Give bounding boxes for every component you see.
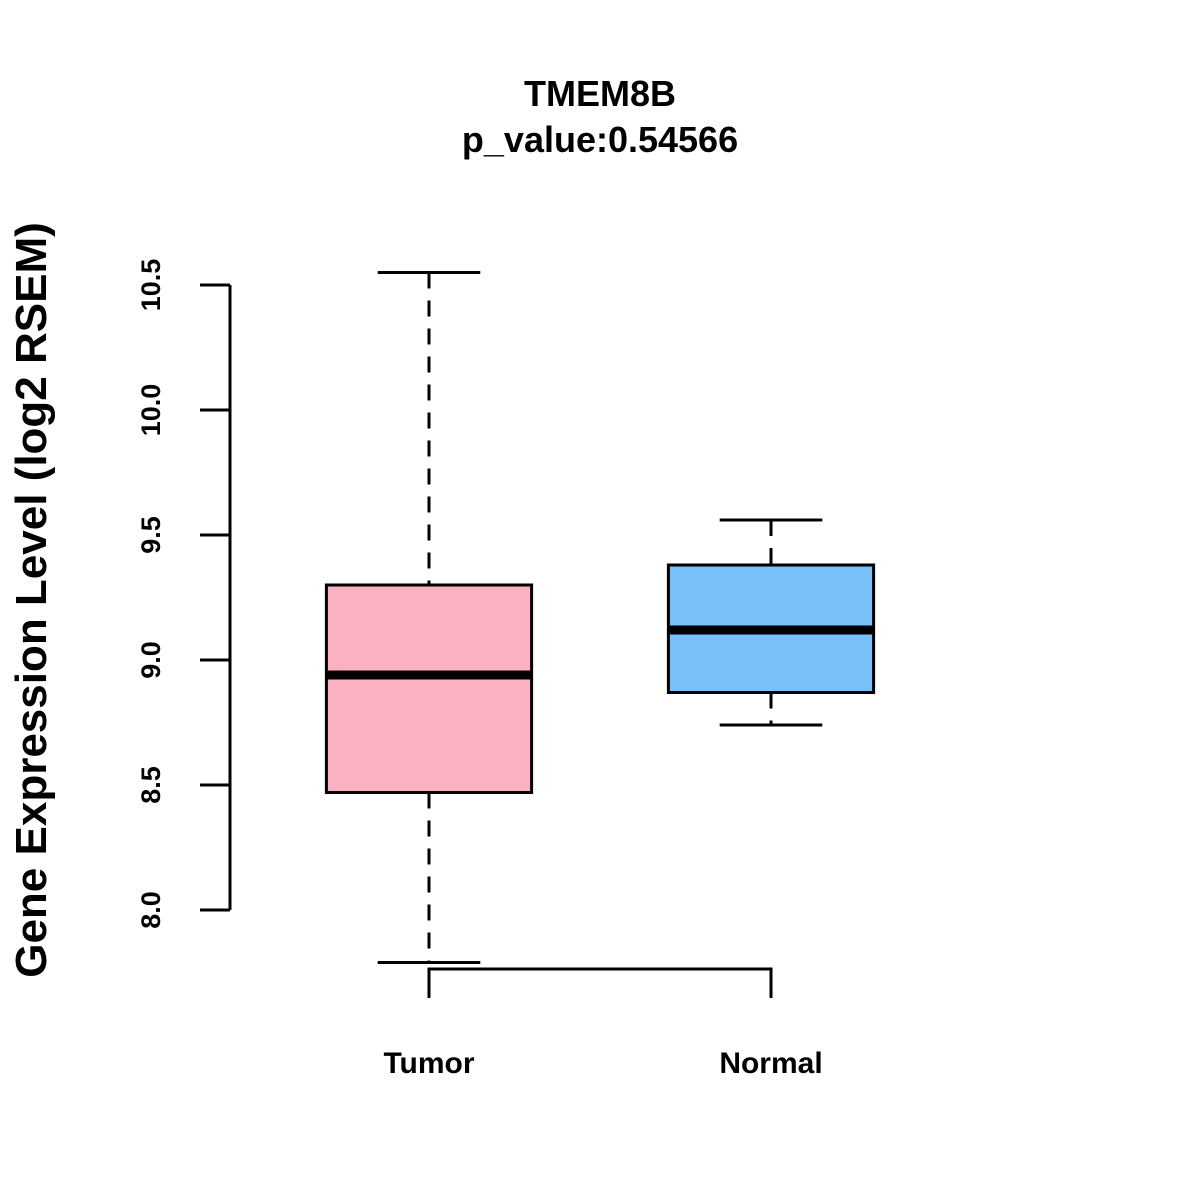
x-label-tumor: Tumor <box>383 1047 474 1080</box>
y-tick-label: 10.5 <box>136 259 166 312</box>
chart-title: TMEM8B <box>524 73 676 114</box>
y-axis-title: Gene Expression Level (log2 RSEM) <box>7 222 56 978</box>
y-tick-label: 9.5 <box>136 516 166 554</box>
comparison-bracket-group <box>427 967 773 998</box>
x-label-normal: Normal <box>719 1047 822 1080</box>
y-tick-label: 10.0 <box>136 384 166 437</box>
y-axis: 8.0 8.5 9.0 9.5 10.0 10.5 <box>136 259 232 929</box>
chart-subtitle: p_value:0.54566 <box>462 119 738 160</box>
y-tick-label: 9.0 <box>136 641 166 679</box>
boxes <box>324 271 876 964</box>
y-tick-label: 8.5 <box>136 766 166 804</box>
box-normal <box>666 518 876 727</box>
comparison-bracket <box>427 967 773 998</box>
y-tick-label: 8.0 <box>136 891 166 929</box>
x-axis-labels: Tumor Normal <box>383 1047 822 1080</box>
iqr-box <box>324 583 534 794</box>
box-tumor <box>324 271 534 964</box>
